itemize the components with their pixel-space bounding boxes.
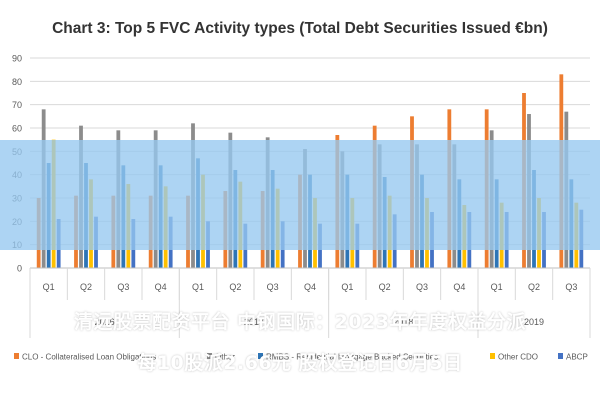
year-group-label: 2016 (95, 317, 115, 327)
legend-label: CLO - Collateralised Loan Obligations (22, 353, 156, 362)
x-tick-label: Q1 (43, 282, 55, 292)
legend-label: RMBS - Residential Mortgage Backed Secur… (266, 353, 438, 362)
x-tick-label: Q2 (379, 282, 391, 292)
x-tick-label: Q4 (155, 282, 167, 292)
x-tick-label: Q2 (229, 282, 241, 292)
y-tick-label: 70 (12, 100, 22, 110)
legend-swatch (14, 353, 19, 359)
x-tick-label: Q3 (416, 282, 428, 292)
legend-label: Other (215, 353, 235, 362)
year-group-label: 2017 (244, 317, 264, 327)
x-tick-label: Q2 (80, 282, 92, 292)
x-tick-label: Q4 (304, 282, 316, 292)
x-tick-label: Q3 (267, 282, 279, 292)
year-group-label: 2019 (524, 317, 544, 327)
legend-swatch (558, 353, 563, 359)
legend-label: ABCP (566, 353, 588, 362)
y-tick-label: 80 (12, 77, 22, 87)
x-tick-label: Q3 (117, 282, 129, 292)
x-tick-label: Q2 (528, 282, 540, 292)
overlay-headline: 清远股票配资平台 中钢国际：2023年年度权益分派 (74, 311, 526, 333)
x-tick-label: Q1 (341, 282, 353, 292)
y-tick-label: 60 (12, 124, 22, 134)
chart-title: Chart 3: Top 5 FVC Activity types (Total… (52, 20, 548, 37)
legend-label: Other CDO (498, 353, 538, 362)
legend-swatch (490, 353, 495, 359)
year-group-label: 2018 (393, 317, 413, 327)
y-tick-label: 90 (12, 54, 22, 64)
overlay-subline: 每10股派2.66元 股权登记日6月5日 (137, 352, 463, 374)
x-tick-label: Q3 (565, 282, 577, 292)
y-tick-label: 0 (17, 264, 22, 274)
x-tick-label: Q1 (491, 282, 503, 292)
legend-swatch (258, 353, 263, 359)
overlay-banner: 清远股票配资平台 中钢国际：2023年年度权益分派 每10股派2.66元 股权登… (0, 140, 600, 374)
x-tick-label: Q4 (453, 282, 465, 292)
legend-swatch (207, 353, 212, 359)
x-tick-label: Q1 (192, 282, 204, 292)
